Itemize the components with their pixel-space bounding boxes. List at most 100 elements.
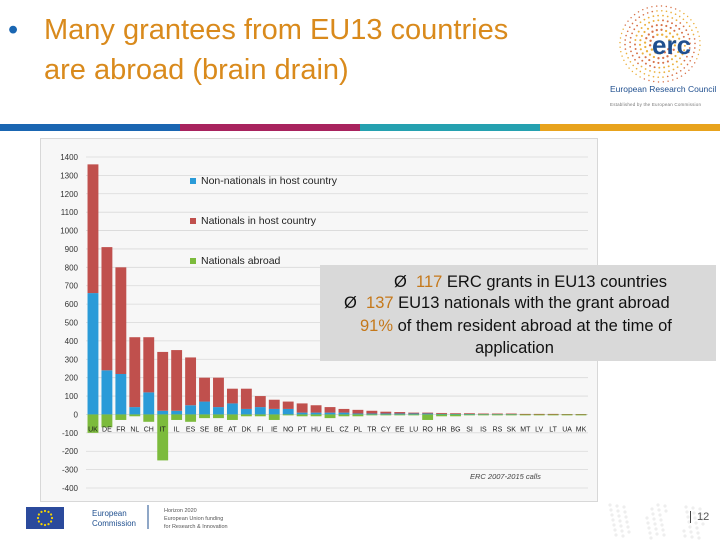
logo-dot xyxy=(619,46,621,48)
x-tick-label: FI xyxy=(257,426,263,433)
footer-dot xyxy=(692,511,696,515)
logo-dot xyxy=(678,37,681,40)
bar-2-CZ xyxy=(338,414,350,417)
eu-star xyxy=(47,510,50,513)
y-tick-label: 100 xyxy=(65,392,79,401)
bar-2-EE xyxy=(394,414,406,416)
bar-2-UK xyxy=(87,414,99,433)
logo-dot xyxy=(653,66,656,69)
logo-dot xyxy=(635,34,638,37)
logo-dot xyxy=(655,28,658,32)
logo-dot xyxy=(655,5,658,7)
logo-dot xyxy=(679,22,682,24)
logo-dot xyxy=(644,68,647,70)
bar-1-DK xyxy=(240,388,252,409)
horizon-line-2: European Union funding xyxy=(164,516,223,522)
y-tick-label: 500 xyxy=(65,319,79,328)
logo-dot xyxy=(652,75,655,78)
logo-dot xyxy=(671,22,673,25)
logo-dot xyxy=(649,64,652,67)
legend-label: Nationals in host country xyxy=(201,215,317,227)
logo-dot xyxy=(671,74,674,76)
stripe-segment-teal xyxy=(360,124,540,131)
logo-dot xyxy=(638,16,641,19)
bar-0-EE xyxy=(394,413,406,415)
x-tick-label: TR xyxy=(367,426,376,433)
logo-dot xyxy=(623,59,625,62)
bar-2-RS xyxy=(491,414,503,416)
footer-dot xyxy=(646,521,650,525)
bar-2-SK xyxy=(505,414,517,416)
footer-dot xyxy=(687,520,691,524)
logo-dot xyxy=(671,17,674,19)
logo-dot xyxy=(683,44,686,47)
logo-dot xyxy=(627,56,629,59)
logo-dot xyxy=(644,45,647,49)
logo-dot xyxy=(675,60,678,63)
logo-dot xyxy=(620,32,623,35)
logo-dot xyxy=(678,46,681,49)
logo-dot xyxy=(639,39,642,42)
logo-dot xyxy=(665,10,668,13)
footer-dot xyxy=(617,514,621,518)
logo-dot xyxy=(631,54,634,57)
logo-dot xyxy=(697,31,699,33)
footer-dot xyxy=(662,533,666,537)
logo-dot xyxy=(651,25,654,28)
bar-1-HR xyxy=(436,412,448,414)
x-tick-label: LT xyxy=(549,426,557,433)
y-tick-label: -200 xyxy=(62,447,79,456)
logo-dot xyxy=(636,52,638,55)
footer-dot xyxy=(686,515,690,519)
logo-dot xyxy=(667,47,670,51)
logo-dot xyxy=(635,67,638,70)
bar-1-MK xyxy=(575,414,587,415)
footer-dot xyxy=(699,512,703,516)
bar-1-UA xyxy=(561,414,573,415)
bar-0-PT xyxy=(296,412,308,415)
logo-dot xyxy=(635,73,637,76)
logo-dot xyxy=(640,65,643,68)
logo-dot xyxy=(683,40,686,43)
eu-star xyxy=(36,516,40,520)
footer-dot xyxy=(690,535,694,539)
legend-label: Nationals abroad xyxy=(201,255,281,267)
logo-dot xyxy=(648,79,650,82)
logo-dot xyxy=(693,62,696,64)
logo-dot xyxy=(624,39,627,41)
bar-2-MT xyxy=(519,414,531,416)
logo-dot xyxy=(688,69,690,72)
logo-dot xyxy=(657,61,660,64)
logo-dot xyxy=(672,79,674,81)
logo-dot xyxy=(637,30,640,33)
logo-dot xyxy=(686,15,689,18)
footer-dot xyxy=(612,523,616,527)
eu-star xyxy=(37,513,40,516)
x-tick-label: UK xyxy=(88,426,98,433)
footer-dot xyxy=(659,518,663,522)
logo-dot xyxy=(645,50,649,53)
bar-1-FI xyxy=(254,396,266,408)
logo-dot xyxy=(665,5,668,8)
bar-1-MT xyxy=(519,413,531,415)
logo-dot xyxy=(693,38,696,40)
logo-dot xyxy=(695,26,697,29)
footer-dot xyxy=(622,505,626,509)
bar-0-AT xyxy=(226,403,238,415)
eu-star xyxy=(40,523,43,526)
bar-1-SI xyxy=(464,413,475,414)
x-tick-label: SE xyxy=(200,426,210,433)
footer-dot xyxy=(664,509,668,513)
logo-dot xyxy=(628,26,631,29)
horizon-line-1: Horizon 2020 xyxy=(164,508,197,514)
footer-dot xyxy=(650,507,654,511)
logo-dot xyxy=(646,12,649,14)
logo-dot xyxy=(619,41,621,44)
logo-dot xyxy=(682,25,685,28)
x-tick-label: ES xyxy=(186,426,196,433)
logo-dot xyxy=(653,71,656,73)
footer-dot xyxy=(623,510,627,514)
eu-star xyxy=(50,520,53,523)
footer-dot xyxy=(615,504,619,508)
logo-dot xyxy=(665,24,668,28)
